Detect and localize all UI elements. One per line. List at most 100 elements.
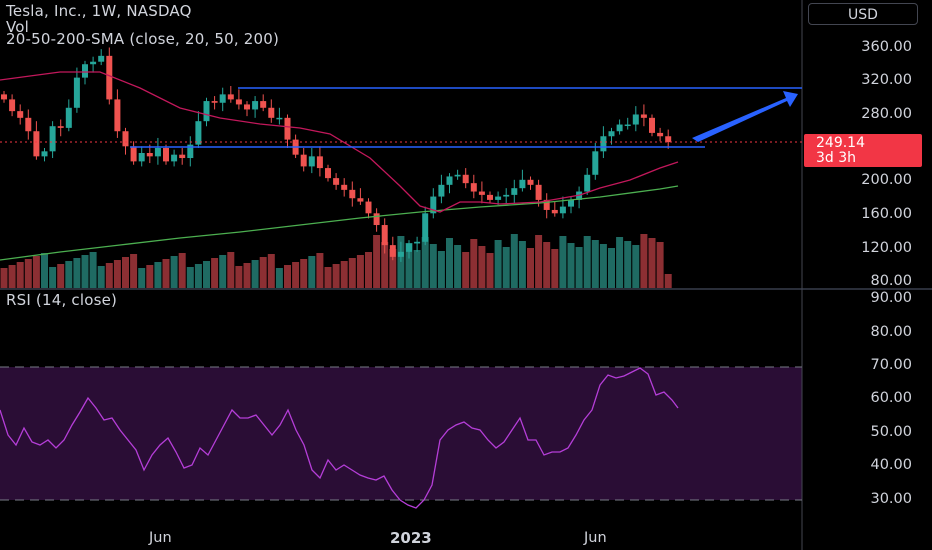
candle-body[interactable] bbox=[252, 101, 259, 110]
candle-body[interactable] bbox=[438, 184, 445, 197]
candle-body[interactable] bbox=[130, 146, 137, 162]
candle-body[interactable] bbox=[543, 199, 550, 210]
candle-body[interactable] bbox=[171, 154, 178, 162]
currency-button[interactable]: USD bbox=[808, 3, 918, 25]
candle-body[interactable] bbox=[316, 156, 323, 169]
sma-label[interactable]: 20-50-200-SMA (close, 20, 50, 200) bbox=[6, 30, 280, 48]
candle-body[interactable] bbox=[122, 131, 129, 147]
volume-label[interactable]: Vol bbox=[6, 18, 30, 36]
candle-body[interactable] bbox=[478, 191, 485, 195]
trend-arrow[interactable] bbox=[692, 91, 798, 142]
candle-body[interactable] bbox=[9, 99, 16, 112]
candle-body[interactable] bbox=[73, 77, 80, 108]
volume-bar bbox=[170, 256, 178, 288]
volume-bar bbox=[624, 241, 632, 288]
candle-body[interactable] bbox=[559, 206, 566, 214]
candle-body[interactable] bbox=[300, 154, 307, 167]
candle-body[interactable] bbox=[341, 184, 348, 190]
chart-title: Tesla, Inc., 1W, NASDAQ bbox=[6, 2, 192, 20]
candle-body[interactable] bbox=[527, 179, 534, 185]
candle-body[interactable] bbox=[138, 153, 145, 162]
candle-body[interactable] bbox=[114, 99, 121, 132]
candle-body[interactable] bbox=[195, 121, 202, 145]
candle-body[interactable] bbox=[381, 225, 388, 246]
candle-body[interactable] bbox=[624, 124, 631, 127]
candle-body[interactable] bbox=[284, 117, 291, 140]
candle-body[interactable] bbox=[57, 126, 64, 128]
candle-body[interactable] bbox=[406, 243, 412, 252]
candle-body[interactable] bbox=[17, 111, 24, 118]
candle-body[interactable] bbox=[333, 178, 340, 185]
candle-body[interactable] bbox=[535, 184, 542, 200]
candle-body[interactable] bbox=[308, 156, 315, 167]
candle-body[interactable] bbox=[657, 132, 664, 137]
candle-body[interactable] bbox=[665, 136, 672, 143]
candle-body[interactable] bbox=[187, 144, 194, 159]
candle-body[interactable] bbox=[203, 101, 210, 122]
candle-body[interactable] bbox=[41, 151, 48, 157]
volume-bar bbox=[583, 236, 591, 288]
candle-body[interactable] bbox=[33, 131, 40, 157]
time-axis-label: Jun bbox=[584, 530, 607, 546]
candle-body[interactable] bbox=[98, 55, 105, 62]
candle-body[interactable] bbox=[154, 147, 161, 157]
candle-body[interactable] bbox=[211, 101, 218, 103]
candle-body[interactable] bbox=[276, 117, 283, 120]
candle-body[interactable] bbox=[357, 198, 364, 202]
candle-body[interactable] bbox=[414, 241, 421, 244]
candle-body[interactable] bbox=[422, 213, 429, 242]
candle-body[interactable] bbox=[260, 101, 267, 108]
candle-body[interactable] bbox=[649, 117, 655, 133]
candle-body[interactable] bbox=[235, 99, 242, 105]
candle-body[interactable] bbox=[65, 107, 72, 128]
candle-body[interactable] bbox=[503, 194, 510, 197]
candle-body[interactable] bbox=[551, 209, 558, 214]
candle-body[interactable] bbox=[600, 136, 607, 152]
candle-body[interactable] bbox=[82, 64, 88, 78]
candle-body[interactable] bbox=[616, 124, 623, 132]
volume-bar bbox=[446, 238, 453, 288]
candle-body[interactable] bbox=[25, 117, 32, 132]
candle-body[interactable] bbox=[106, 55, 113, 100]
volume-bar bbox=[292, 262, 300, 288]
candle-body[interactable] bbox=[632, 114, 639, 125]
candle-body[interactable] bbox=[511, 188, 518, 195]
candle-body[interactable] bbox=[640, 114, 647, 118]
candle-body[interactable] bbox=[325, 168, 331, 179]
candle-body[interactable] bbox=[49, 126, 56, 152]
candle-body[interactable] bbox=[146, 153, 153, 157]
candle-body[interactable] bbox=[592, 151, 599, 175]
candle-body[interactable] bbox=[487, 194, 493, 200]
candle-body[interactable] bbox=[1, 94, 7, 100]
candle-body[interactable] bbox=[90, 61, 97, 65]
volume-bar bbox=[648, 238, 656, 288]
candle-body[interactable] bbox=[568, 199, 574, 207]
candle-body[interactable] bbox=[519, 179, 526, 189]
candle-body[interactable] bbox=[608, 131, 615, 137]
candle-body[interactable] bbox=[227, 94, 234, 100]
candle-body[interactable] bbox=[430, 196, 437, 214]
candle-body[interactable] bbox=[454, 174, 461, 177]
rsi-label[interactable]: RSI (14, close) bbox=[6, 291, 118, 309]
candle-body[interactable] bbox=[179, 154, 186, 159]
volume-bar bbox=[591, 240, 599, 288]
candle-body[interactable] bbox=[219, 94, 226, 103]
volume-bar bbox=[227, 252, 235, 288]
candle-body[interactable] bbox=[163, 147, 169, 162]
candle-body[interactable] bbox=[389, 245, 396, 257]
candle-body[interactable] bbox=[349, 189, 356, 199]
candle-body[interactable] bbox=[365, 201, 372, 214]
candle-body[interactable] bbox=[244, 104, 250, 110]
volume-bar bbox=[518, 241, 526, 288]
candle-body[interactable] bbox=[373, 213, 380, 226]
candle-body[interactable] bbox=[397, 251, 404, 257]
candle-body[interactable] bbox=[462, 174, 469, 184]
candle-body[interactable] bbox=[446, 176, 453, 185]
volume-bar bbox=[186, 267, 194, 288]
candle-body[interactable] bbox=[470, 183, 477, 192]
candle-body[interactable] bbox=[268, 107, 275, 118]
candle-body[interactable] bbox=[584, 174, 591, 192]
candle-body[interactable] bbox=[495, 196, 502, 200]
volume-bar bbox=[510, 234, 518, 288]
